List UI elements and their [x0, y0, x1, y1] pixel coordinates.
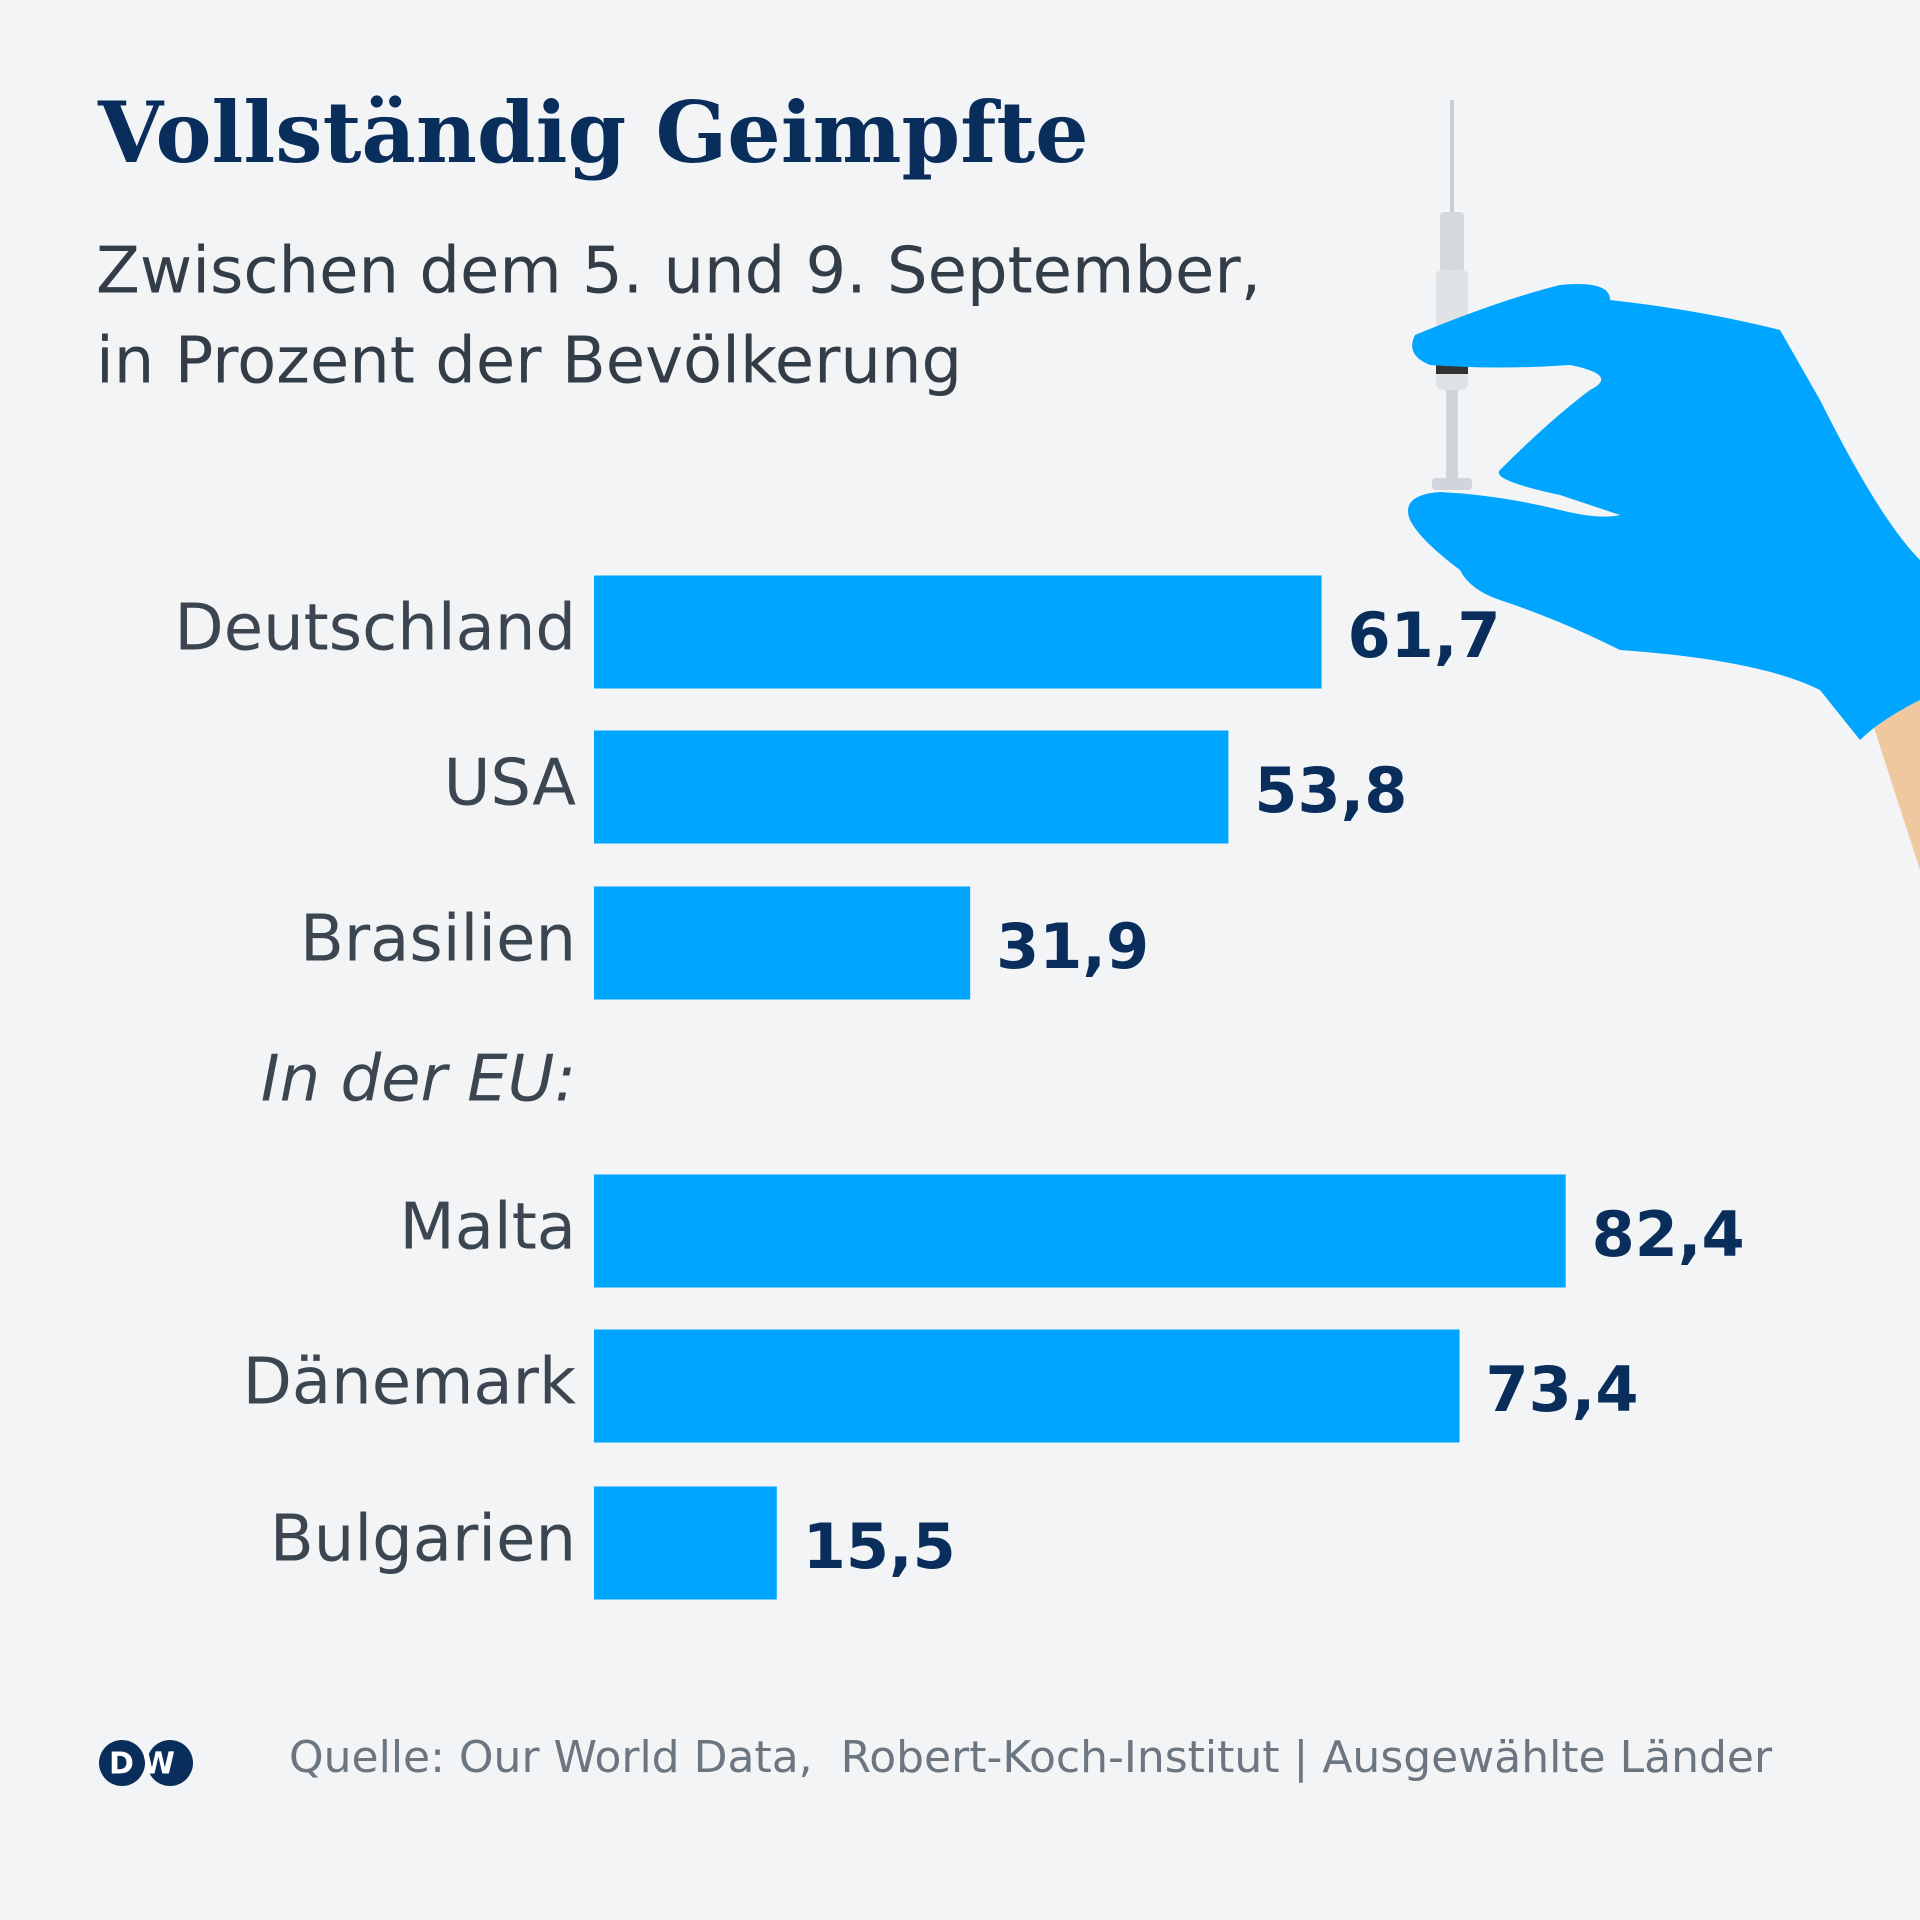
category-label: Dänemark — [243, 1346, 576, 1420]
value-label: 53,8 — [1254, 754, 1407, 827]
value-label: 61,7 — [1348, 599, 1501, 672]
category-label: Deutschland — [174, 592, 576, 666]
subtitle: Zwischen dem 5. und 9. September, — [96, 235, 1261, 309]
bar — [594, 886, 971, 1000]
bar — [594, 730, 1229, 844]
subtitle: in Prozent der Bevölkerung — [96, 325, 962, 399]
group-label: In der EU: — [261, 1043, 576, 1117]
logo-circle — [147, 1740, 193, 1786]
category-label: Bulgarien — [270, 1503, 576, 1577]
bar — [594, 1174, 1566, 1288]
bar — [594, 1486, 777, 1600]
logo: DW — [109, 1747, 183, 1782]
value-label: 82,4 — [1592, 1198, 1745, 1271]
category-label: Brasilien — [300, 903, 576, 977]
chart-title: Vollständig Geimpfte — [97, 83, 1089, 182]
source: Quelle: Our World Data, Robert-Koch-Inst… — [289, 1732, 1773, 1783]
category-label: Malta — [399, 1191, 576, 1265]
logo-circle — [99, 1740, 145, 1786]
value-label: 15,5 — [803, 1510, 956, 1583]
bar — [594, 575, 1322, 689]
value-label: 31,9 — [996, 910, 1149, 983]
illustration — [1408, 100, 1920, 870]
bar — [594, 1329, 1460, 1443]
category-label: USA — [444, 747, 577, 821]
value-label: 73,4 — [1486, 1353, 1639, 1426]
